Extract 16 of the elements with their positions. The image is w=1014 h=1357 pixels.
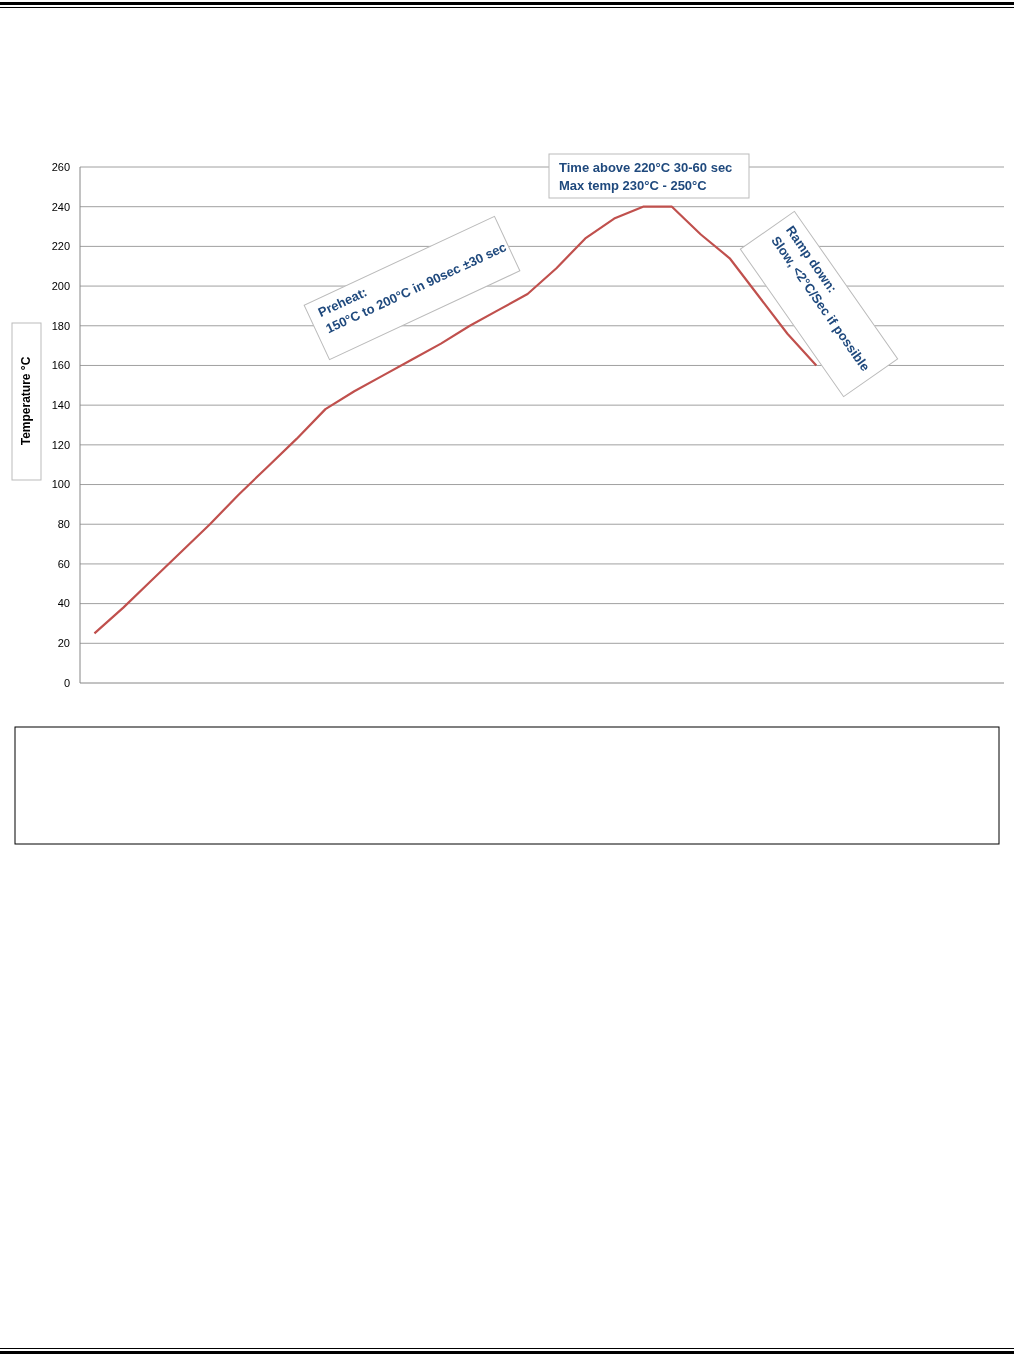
y-tick-label: 260: [51, 160, 70, 173]
y-tick-label: 220: [51, 240, 70, 253]
y-tick-label: 120: [51, 438, 70, 451]
y-tick-label: 140: [51, 399, 70, 411]
annotation: Time above 220°C 30-60 sec Max temp 230°C - 250°C: [559, 160, 733, 193]
y-tick-label: 0: [63, 676, 70, 689]
y-tick-label: 60: [57, 557, 70, 570]
y-tick-label: 180: [51, 319, 70, 332]
y-tick-label: 100: [51, 478, 70, 491]
y-axis-title: Temperature °C: [19, 356, 33, 446]
y-tick-label: 20: [57, 637, 70, 650]
y-tick-label: 160: [51, 359, 70, 372]
y-tick-label: 240: [51, 200, 70, 213]
y-tick-label: 200: [51, 279, 70, 292]
y-tick-label: 80: [57, 518, 70, 531]
y-tick-label: 40: [57, 597, 70, 610]
